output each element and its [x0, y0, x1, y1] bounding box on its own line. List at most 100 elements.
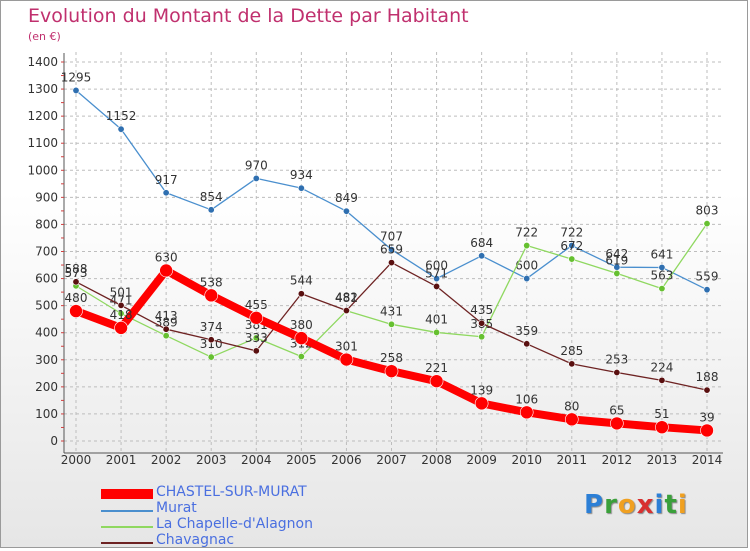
data-label-murat: 1295	[61, 70, 92, 84]
data-label-chavagnac: 435	[470, 303, 493, 317]
data-point-murat	[387, 246, 395, 254]
data-label-chastel-sur-murat: 106	[515, 392, 538, 406]
data-label-chavagnac: 253	[605, 353, 628, 367]
y-tick-label: 400	[35, 326, 58, 340]
data-point-la-chapelle-d-alagnon	[703, 220, 711, 228]
data-point-la-chapelle-d-alagnon	[613, 269, 621, 277]
y-tick-label: 800	[35, 217, 58, 231]
data-point-murat	[342, 207, 350, 215]
data-label-chavagnac: 544	[290, 274, 313, 288]
data-label-murat: 849	[335, 191, 358, 205]
data-point-la-chapelle-d-alagnon	[252, 334, 260, 342]
data-label-murat: 934	[290, 168, 313, 182]
data-label-chastel-sur-murat: 380	[290, 318, 313, 332]
data-point-chavagnac	[72, 278, 80, 286]
data-point-la-chapelle-d-alagnon	[523, 242, 531, 250]
y-tick-label: 600	[35, 272, 58, 286]
data-label-murat: 559	[696, 270, 719, 284]
data-point-la-chapelle-d-alagnon	[478, 333, 486, 341]
data-point-murat	[162, 189, 170, 197]
data-point-chastel-sur-murat	[204, 288, 219, 303]
legend-label-murat: Murat	[156, 500, 197, 516]
data-label-chastel-sur-murat: 538	[200, 275, 223, 289]
x-tick-label: 2008	[421, 453, 452, 467]
x-tick-label: 2014	[692, 453, 723, 467]
data-label-murat: 641	[650, 247, 673, 261]
data-point-chastel-sur-murat	[249, 311, 264, 325]
data-point-chastel-sur-murat	[114, 321, 128, 335]
data-label-chastel-sur-murat: 139	[470, 383, 493, 397]
data-point-chastel-sur-murat	[655, 420, 669, 434]
y-tick-label: 500	[35, 299, 58, 313]
data-point-chastel-sur-murat	[159, 263, 173, 278]
data-point-chastel-sur-murat	[384, 364, 399, 378]
chart-subtitle: (en €)	[28, 30, 61, 43]
data-label-la-chapelle-d-alagnon: 619	[605, 253, 628, 267]
data-point-chavagnac	[342, 307, 350, 315]
x-tick-label: 2003	[196, 453, 227, 467]
data-point-chastel-sur-murat	[700, 423, 714, 438]
legend-label-chastel: CHASTEL-SUR-MURAT	[156, 484, 307, 500]
data-point-chavagnac	[658, 376, 666, 384]
data-point-murat	[523, 275, 531, 283]
y-tick-label: 1000	[27, 163, 58, 177]
y-tick-label: 1400	[27, 55, 58, 69]
data-label-chastel-sur-murat: 480	[65, 291, 88, 305]
data-point-chavagnac	[478, 319, 486, 327]
y-tick-label: 700	[35, 245, 58, 259]
data-label-la-chapelle-d-alagnon: 481	[335, 291, 358, 305]
data-point-chastel-sur-murat	[294, 331, 309, 345]
data-label-chastel-sur-murat: 39	[699, 410, 714, 424]
legend-label-chavagnac: Chavagnac	[156, 532, 235, 548]
data-point-la-chapelle-d-alagnon	[207, 353, 215, 361]
y-tick-label: 100	[35, 407, 58, 421]
data-label-chavagnac: 659	[380, 243, 403, 257]
x-tick-label: 2011	[557, 453, 588, 467]
data-label-chavagnac: 588	[65, 262, 88, 276]
y-tick-label: 200	[35, 380, 58, 394]
data-label-la-chapelle-d-alagnon: 401	[425, 312, 448, 326]
data-label-murat: 970	[245, 158, 268, 172]
data-point-chastel-sur-murat	[610, 416, 624, 431]
data-label-murat: 917	[155, 173, 178, 187]
x-tick-label: 2010	[511, 453, 542, 467]
legend-swatch-chavagnac	[101, 542, 153, 544]
data-point-chavagnac	[613, 369, 621, 377]
data-label-chastel-sur-murat: 80	[564, 399, 579, 413]
data-label-chavagnac: 413	[155, 309, 178, 323]
y-tick-label: 300	[35, 353, 58, 367]
data-label-chavagnac: 333	[245, 331, 268, 345]
data-point-chavagnac	[433, 282, 441, 290]
data-label-murat: 707	[380, 230, 403, 244]
data-point-murat	[658, 263, 666, 271]
proxiti-logo: Proxiti	[584, 490, 688, 520]
data-point-chastel-sur-murat	[339, 352, 354, 367]
data-point-chastel-sur-murat	[564, 412, 579, 427]
data-label-murat: 684	[470, 236, 493, 250]
x-tick-label: 2009	[466, 453, 497, 467]
legend-swatch-murat	[101, 510, 153, 512]
legend-swatch-chastel	[101, 489, 153, 499]
data-point-la-chapelle-d-alagnon	[297, 353, 305, 361]
y-tick-label: 0	[50, 434, 58, 448]
x-tick-label: 2012	[602, 453, 633, 467]
data-point-murat	[478, 252, 486, 260]
data-label-chavagnac: 501	[110, 285, 133, 299]
data-label-la-chapelle-d-alagnon: 672	[560, 239, 583, 253]
data-label-la-chapelle-d-alagnon: 471	[110, 293, 133, 307]
data-point-chavagnac	[117, 301, 125, 309]
data-label-chavagnac: 571	[425, 266, 448, 280]
y-tick-label: 1100	[27, 136, 58, 150]
data-point-chavagnac	[297, 290, 305, 298]
x-tick-label: 2004	[241, 453, 272, 467]
x-tick-label: 2006	[331, 453, 362, 467]
data-point-murat	[117, 125, 125, 133]
data-label-la-chapelle-d-alagnon: 722	[515, 226, 538, 240]
data-point-chavagnac	[252, 347, 260, 355]
data-label-chavagnac: 285	[560, 344, 583, 358]
data-point-murat	[252, 174, 260, 182]
data-label-chastel-sur-murat: 221	[425, 361, 448, 375]
y-tick-label: 1200	[27, 109, 58, 123]
